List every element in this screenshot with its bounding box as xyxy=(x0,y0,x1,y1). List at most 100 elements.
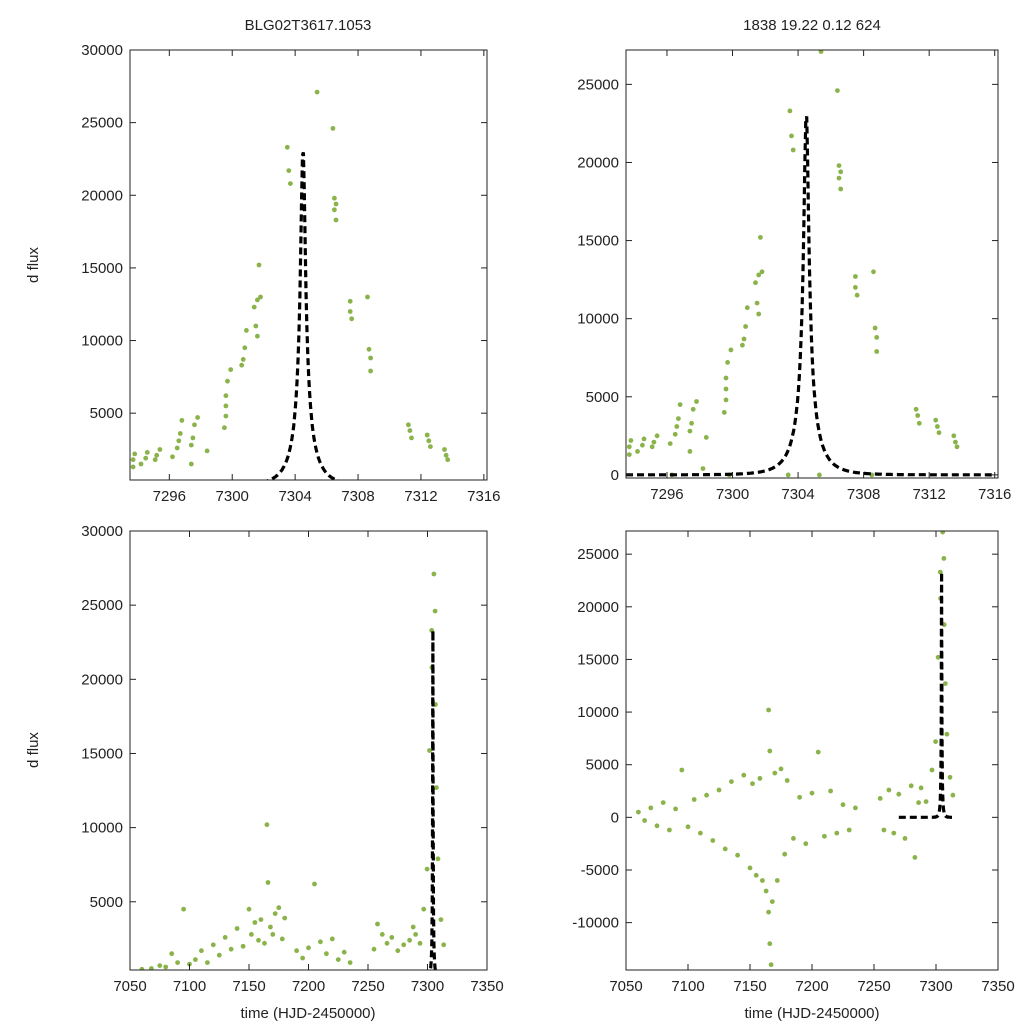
data-point xyxy=(774,878,780,883)
data-point xyxy=(654,433,660,439)
y-tick-label: 10000 xyxy=(577,704,619,721)
data-point xyxy=(687,428,693,434)
data-point xyxy=(333,201,339,207)
data-point xyxy=(149,966,154,970)
data-point xyxy=(225,378,230,384)
data-point xyxy=(846,827,852,833)
data-point xyxy=(375,921,380,927)
data-point xyxy=(434,785,439,790)
data-point xyxy=(672,431,678,437)
data-point xyxy=(256,937,261,943)
data-point xyxy=(384,940,390,946)
x-tick-label: 7200 xyxy=(292,978,325,995)
data-point xyxy=(626,452,632,457)
x-tick-label: 7296 xyxy=(650,486,683,503)
axes-top-left: 7296 7300 7304 7308 7312 7316 5000 10000 15000 20… xyxy=(81,42,500,505)
data-point xyxy=(179,418,185,423)
data-point xyxy=(747,865,753,871)
data-point xyxy=(428,444,433,449)
data-point xyxy=(286,168,292,174)
data-point xyxy=(690,406,696,412)
data-point xyxy=(174,445,180,451)
data-point xyxy=(228,946,234,952)
data-point xyxy=(766,707,771,713)
data-point xyxy=(667,441,673,446)
points-top-right xyxy=(626,50,960,478)
data-point xyxy=(760,878,765,883)
y-tick-label: 25000 xyxy=(577,546,619,563)
x-tick-label: 7304 xyxy=(781,486,814,503)
model-bottom-left xyxy=(428,630,438,970)
data-point xyxy=(144,450,150,455)
data-point xyxy=(886,787,892,793)
data-point xyxy=(188,461,194,467)
data-point xyxy=(740,342,745,348)
data-point xyxy=(936,430,942,436)
data-point xyxy=(177,431,183,436)
y-tick-label: 5000 xyxy=(586,389,619,406)
data-point xyxy=(641,436,647,442)
data-point xyxy=(435,856,441,862)
x-tick-label: 7150 xyxy=(232,978,265,995)
data-point xyxy=(270,932,276,937)
y-tick-label: 15000 xyxy=(81,260,123,277)
data-point xyxy=(763,888,769,894)
data-point xyxy=(157,447,163,452)
data-point xyxy=(410,924,416,930)
data-point xyxy=(347,960,353,965)
data-point xyxy=(379,932,385,937)
data-point xyxy=(874,349,880,354)
x-tick-label: 7300 xyxy=(919,978,952,995)
x-tick-label: 7050 xyxy=(609,978,642,995)
data-point xyxy=(169,951,175,957)
data-point xyxy=(636,809,641,815)
data-point xyxy=(787,108,793,114)
data-point xyxy=(741,772,747,778)
data-point xyxy=(758,235,763,240)
x-tick-label: 7316 xyxy=(467,488,500,505)
data-point xyxy=(838,169,844,175)
data-point xyxy=(916,800,921,805)
data-point xyxy=(424,866,430,872)
data-point xyxy=(365,294,370,300)
data-point xyxy=(716,787,722,793)
data-point xyxy=(152,457,158,463)
data-point xyxy=(872,325,878,331)
data-point xyxy=(756,272,762,278)
data-point xyxy=(915,413,921,418)
data-point xyxy=(333,217,339,223)
data-point xyxy=(954,444,960,450)
data-point xyxy=(262,940,267,946)
data-point xyxy=(676,416,681,421)
data-point xyxy=(139,966,145,970)
data-point xyxy=(722,846,728,852)
data-point xyxy=(424,432,430,438)
model-curve xyxy=(898,572,956,819)
data-point xyxy=(210,942,216,948)
x-tick-label: 7312 xyxy=(912,486,945,503)
data-point xyxy=(188,442,194,448)
data-point xyxy=(828,788,833,794)
y-tick-label: 10000 xyxy=(577,311,619,328)
data-point xyxy=(741,336,747,342)
data-point xyxy=(268,924,273,930)
data-point xyxy=(138,461,144,467)
data-point xyxy=(368,355,373,361)
data-point xyxy=(222,425,227,431)
data-point xyxy=(654,823,660,829)
data-point xyxy=(417,940,423,946)
data-point xyxy=(264,822,270,828)
data-point xyxy=(809,790,815,796)
data-point xyxy=(933,739,938,744)
data-point xyxy=(407,937,412,943)
data-point xyxy=(330,125,336,131)
data-point xyxy=(407,428,413,433)
data-point xyxy=(698,830,703,836)
data-point xyxy=(784,778,790,783)
data-point xyxy=(935,654,941,660)
data-point xyxy=(836,163,842,169)
data-point xyxy=(744,305,750,311)
data-point xyxy=(442,447,447,452)
data-point xyxy=(772,770,778,776)
